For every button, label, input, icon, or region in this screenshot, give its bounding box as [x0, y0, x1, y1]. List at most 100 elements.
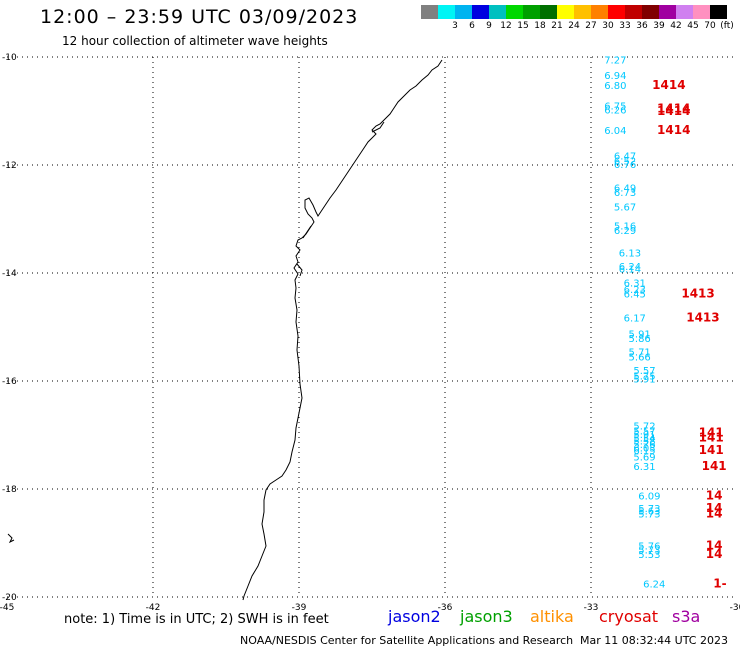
map-ticks: -45 -42 -39 -36 -33 -30 -10 -12 -14 -16 -18 -20: [0, 53, 740, 613]
color-swatch: [455, 5, 472, 19]
wave-height-label: 5.73: [638, 545, 660, 556]
wave-height-label: 5.73: [638, 509, 660, 520]
wave-height-label: 6.26: [604, 105, 626, 116]
y-tick-label: -18: [2, 485, 17, 495]
pass-time-label: 1414: [657, 123, 690, 137]
pass-time-label: 141: [702, 459, 727, 473]
color-swatch: [608, 5, 625, 19]
wave-height-label: 6.49: [614, 184, 636, 195]
wave-height-label: 6.03: [633, 443, 655, 454]
x-tick-label: -39: [292, 603, 307, 613]
color-swatch: [506, 5, 523, 19]
color-scale-label: 36: [636, 21, 648, 31]
color-scale-label: 30: [602, 21, 614, 31]
color-swatch: [489, 5, 506, 19]
wave-height-label: 6.24: [619, 262, 641, 273]
wave-height-label: 6.24: [643, 580, 665, 591]
pass-time-label: 14: [706, 539, 723, 553]
map-grid: [7, 56, 737, 598]
legend-s3a: s3a: [672, 607, 701, 626]
wave-height-label: 5.58: [633, 436, 655, 447]
pass-time-label: 14: [706, 501, 723, 515]
wave-height-label: 5.73: [638, 504, 660, 515]
pass-time-label: 1-: [713, 577, 726, 591]
pass-time-label: 1413: [681, 287, 714, 301]
color-swatch: [421, 5, 438, 19]
pass-time-label: 141: [699, 443, 724, 457]
wave-height-label: 6.31: [624, 279, 646, 290]
wave-height-label: 6.73: [614, 188, 636, 199]
wave-height-label: 6.14: [619, 265, 641, 276]
wave-height-label: 5.72: [633, 421, 655, 432]
wave-height-label: 6.94: [604, 71, 626, 82]
wave-height-label: 5.16: [614, 221, 636, 232]
color-scale-label: 33: [619, 21, 631, 31]
wave-height-label: 6.47: [614, 151, 636, 162]
coastline: [242, 59, 443, 601]
legend-jason2: jason2: [388, 607, 441, 626]
color-scale-unit: (ft): [720, 21, 734, 31]
wave-height-label: 6.45: [624, 290, 646, 301]
units-note: note: 1) Time is in UTC; 2) SWH is in fe…: [64, 612, 329, 627]
color-swatch: [659, 5, 676, 19]
wave-height-label: 6.29: [614, 226, 636, 237]
footer-timestamp: Mar 11 08:32:44 UTC 2023: [580, 634, 728, 647]
wave-height-label: 6.31: [633, 462, 655, 473]
footer-credit: NOAA/NESDIS Center for Satellite Applica…: [240, 634, 574, 647]
page-title: 12:00 – 23:59 UTC 03/09/2023: [40, 6, 359, 28]
wave-height-label: 5.66: [629, 353, 651, 364]
color-swatch: [472, 5, 489, 19]
color-scale-label: 18: [534, 21, 546, 31]
x-tick-label: -33: [584, 603, 599, 613]
pass-time-label: 14: [706, 506, 723, 520]
color-swatch: [591, 5, 608, 19]
wave-height-label: 6.75: [604, 102, 626, 113]
color-scale-label: 15: [517, 21, 529, 31]
island-marker: [7, 533, 15, 544]
wave-height-label: 5.53: [638, 550, 660, 561]
color-scale-label: 12: [500, 21, 512, 31]
wave-height-label: 5.67: [614, 203, 636, 214]
x-tick-label: -42: [146, 603, 161, 613]
color-scale-label: 3: [452, 21, 458, 31]
wave-height-label: 5.76: [633, 440, 655, 451]
wave-height-label: 5.75: [633, 372, 655, 383]
wave-height-label: 6.09: [638, 491, 660, 502]
wave-height-label: 5.91: [629, 329, 651, 340]
y-tick-label: -12: [2, 161, 17, 171]
color-scale-label: 42: [670, 21, 682, 31]
legend-cryosat: cryosat: [599, 607, 659, 626]
wave-height-label: 6.15: [633, 446, 655, 457]
wave-height-label: 5.86: [629, 334, 651, 345]
wave-height-label: 7.27: [604, 56, 626, 67]
y-tick-label: -16: [2, 377, 17, 387]
color-swatch: [438, 5, 455, 19]
color-scale-label: 9: [486, 21, 492, 31]
wave-height-label: 6.76: [614, 160, 636, 171]
wave-height-label: 5.91: [633, 430, 655, 441]
color-swatch: [642, 5, 659, 19]
wave-height-label: 5.71: [629, 347, 651, 358]
color-swatch: [693, 5, 710, 19]
pass-time-label: 14: [706, 547, 723, 561]
color-scale-label: 70: [704, 21, 716, 31]
pass-time-label: 141: [699, 425, 724, 439]
y-tick-label: -10: [2, 53, 17, 63]
color-swatch: [557, 5, 574, 19]
coastline-detail: [296, 121, 385, 277]
color-scale-label: 39: [653, 21, 665, 31]
wave-height-label: 6.52: [614, 157, 636, 168]
x-tick-label: -30: [730, 603, 740, 613]
pass-time-label: 1414: [657, 101, 690, 115]
color-swatch: [676, 5, 693, 19]
page-subtitle: 12 hour collection of altimeter wave hei…: [62, 34, 328, 48]
wave-height-label: 5.63: [638, 507, 660, 518]
color-scale-label: 21: [551, 21, 563, 31]
y-tick-label: -14: [2, 269, 17, 279]
wave-height-label: 5.57: [633, 427, 655, 438]
wave-height-label: 5.91: [633, 374, 655, 385]
wave-height-label: 5.54: [633, 434, 655, 445]
color-scale-label: 27: [585, 21, 597, 31]
wave-height-label: 6.13: [619, 248, 641, 259]
